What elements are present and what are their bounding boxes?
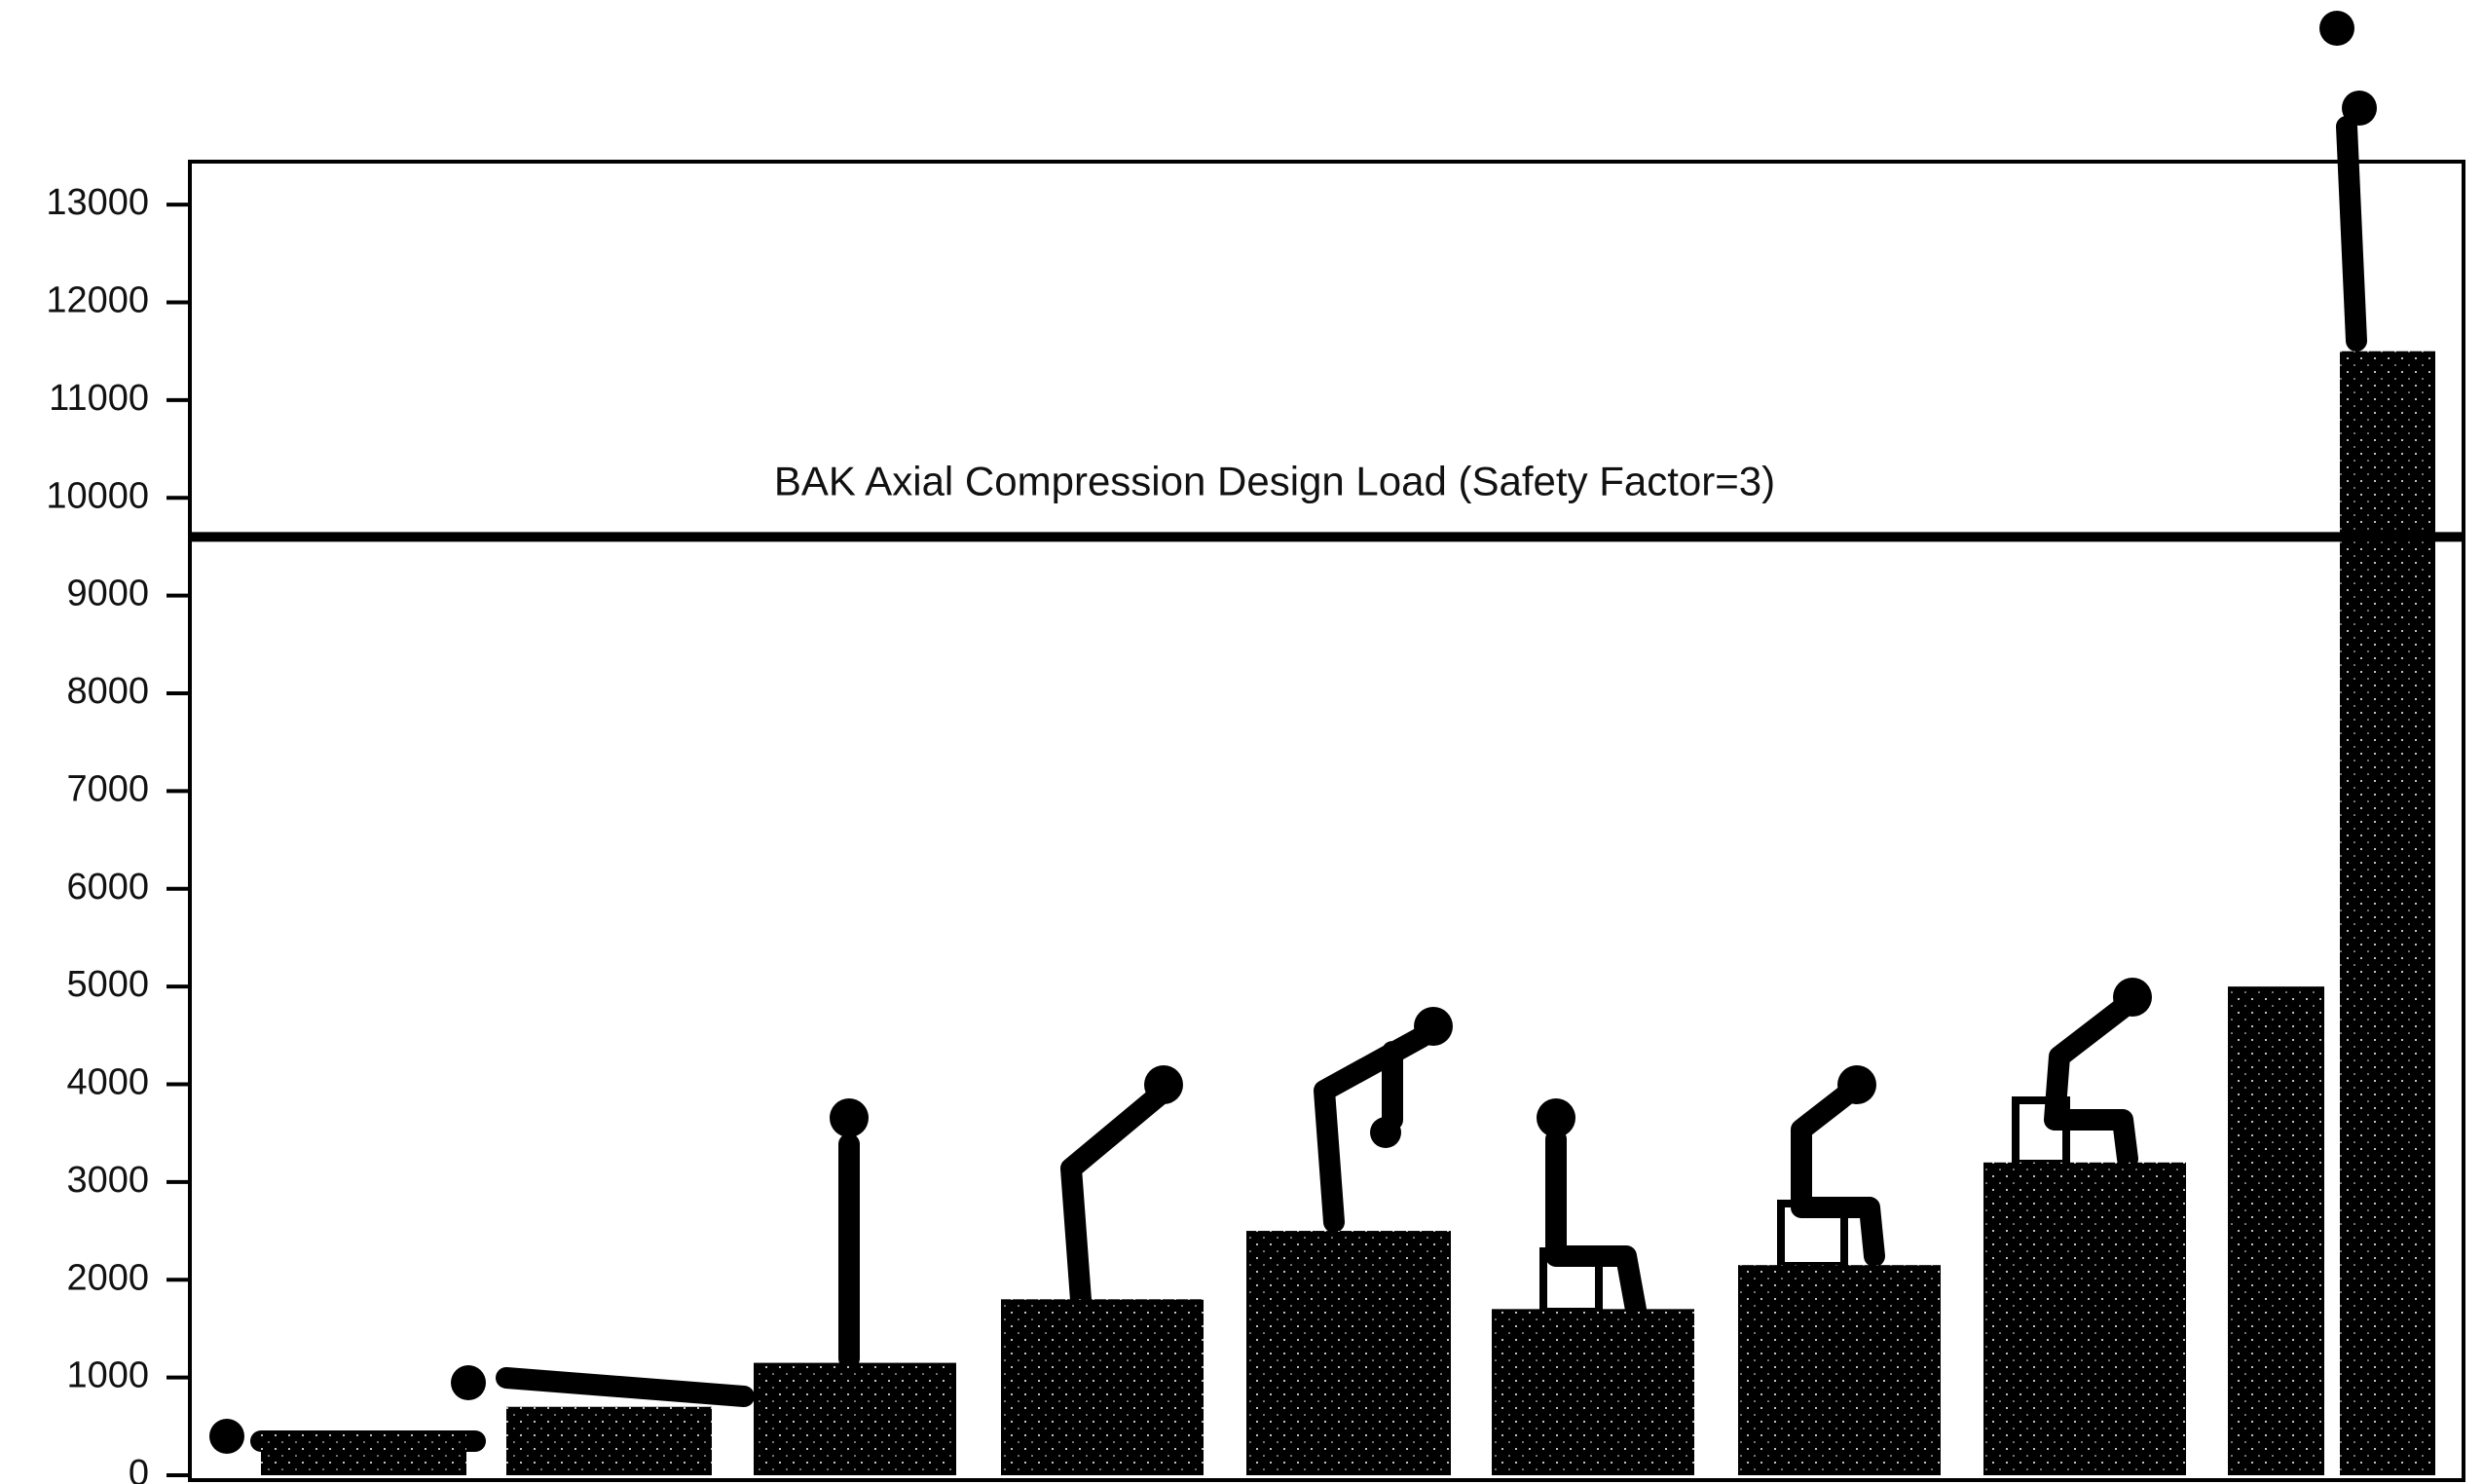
y-tick-label: 9000 — [66, 574, 149, 614]
y-tick-label: 0 — [129, 1453, 149, 1484]
y-tick-label: 7000 — [66, 768, 149, 809]
page: 0 1000 2000 3000 4000 5000 6000 7000 8000 9000 100… — [0, 0, 2483, 1484]
y-tick-label: 6000 — [66, 867, 149, 908]
bar — [1246, 1231, 1451, 1475]
y-tick-label: 1000 — [66, 1355, 149, 1396]
y-tick-label: 5000 — [66, 964, 149, 1005]
y-tick-label: 12000 — [46, 280, 149, 321]
bar — [2228, 986, 2324, 1475]
bar — [506, 1407, 712, 1475]
bar — [1001, 1299, 1204, 1475]
y-tick-label: 8000 — [66, 671, 149, 712]
bar — [1983, 1163, 2186, 1475]
bar — [1738, 1265, 1941, 1475]
bar — [754, 1363, 956, 1475]
y-tick-label: 13000 — [46, 182, 149, 223]
y-tick-label: 4000 — [66, 1062, 149, 1103]
y-tick-label: 3000 — [66, 1160, 149, 1201]
y-tick-label: 11000 — [49, 378, 149, 419]
bar — [2340, 352, 2435, 1475]
bar — [261, 1431, 466, 1475]
bar — [1492, 1309, 1694, 1475]
annotation: BAK Axial Compression Design Load (Safet… — [774, 459, 1775, 504]
y-tick-label: 10000 — [46, 475, 149, 516]
chart: 0 1000 2000 3000 4000 5000 6000 7000 8000 9000 100… — [0, 0, 2483, 1484]
y-tick-label: 2000 — [66, 1257, 149, 1298]
